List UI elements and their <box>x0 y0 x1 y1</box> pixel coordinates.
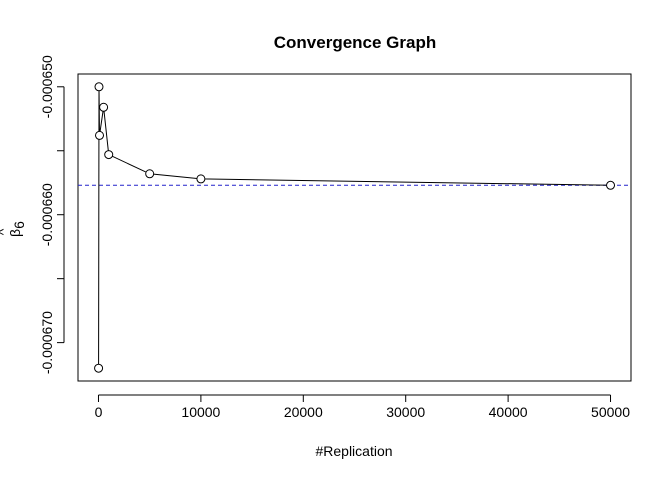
y-tick-label: -0.000660 <box>39 183 55 246</box>
plot-frame <box>77 73 632 382</box>
y-axis-label-accent: ^ <box>0 228 11 235</box>
y-tick-label: -0.000670 <box>39 311 55 374</box>
x-tick-label: 50000 <box>591 404 630 420</box>
y-axis-label: ^ β 6 <box>0 221 27 237</box>
data-point <box>104 150 114 160</box>
chart-title: Convergence Graph <box>274 33 437 52</box>
x-axis: 0 10000 20000 30000 40000 50000 <box>95 394 630 420</box>
x-tick-label: 30000 <box>386 404 425 420</box>
y-axis: -0.000650 -0.000660 -0.000670 <box>39 55 65 374</box>
data-point <box>99 102 109 112</box>
y-axis-label-subscript: 6 <box>11 221 27 229</box>
series-line <box>98 86 611 369</box>
data-point <box>95 130 105 140</box>
x-tick-label: 0 <box>95 404 103 420</box>
x-tick-label: 20000 <box>284 404 323 420</box>
x-tick-label: 40000 <box>489 404 528 420</box>
y-axis-label-symbol: β <box>7 229 23 237</box>
data-point <box>145 169 155 179</box>
y-tick-label: -0.000650 <box>39 55 55 118</box>
data-point <box>94 363 104 373</box>
x-tick-label: 10000 <box>181 404 220 420</box>
data-point <box>606 180 616 190</box>
series-points <box>94 82 616 373</box>
data-point <box>196 174 206 184</box>
x-axis-label: #Replication <box>315 443 392 459</box>
data-point <box>94 82 104 92</box>
